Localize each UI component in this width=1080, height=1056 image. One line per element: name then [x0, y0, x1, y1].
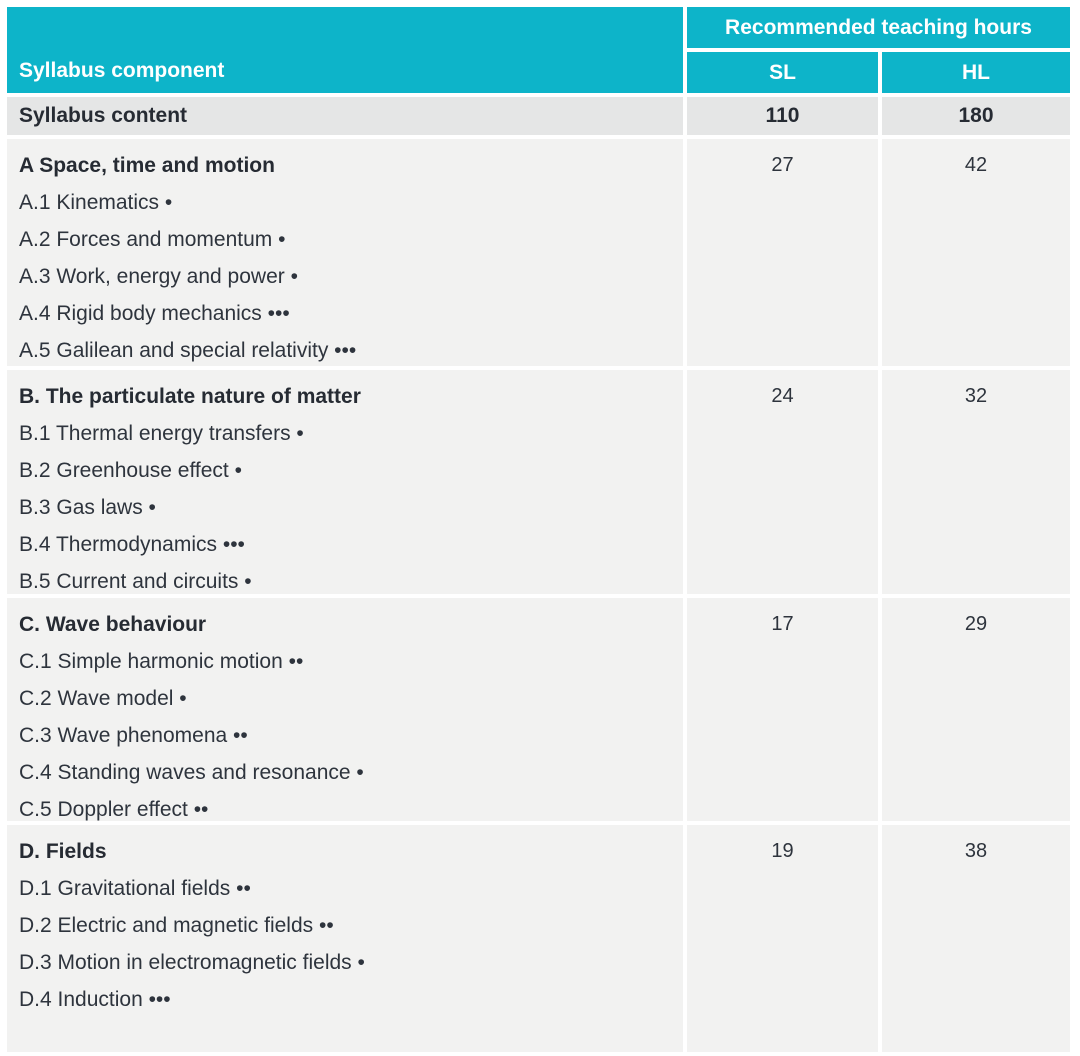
- section-row-a: A Space, time and motion A.1 Kinematics …: [7, 139, 1070, 366]
- header-level-row: SL HL: [687, 52, 1070, 93]
- section-item: C.1 Simple harmonic motion ••: [19, 650, 304, 673]
- section-title: C. Wave behaviour: [19, 613, 207, 636]
- section-item: A.5 Galilean and special relativity •••: [19, 339, 357, 362]
- totals-label: Syllabus content: [7, 97, 683, 135]
- section-item: A.4 Rigid body mechanics •••: [19, 302, 290, 325]
- section-b-hl-value: 32: [882, 370, 1070, 594]
- header-syllabus-component: Syllabus component: [7, 7, 683, 93]
- section-item: C.3 Wave phenomena ••: [19, 724, 248, 747]
- section-a-content: A Space, time and motion A.1 Kinematics …: [7, 139, 683, 366]
- section-item: D.2 Electric and magnetic fields ••: [19, 914, 334, 937]
- totals-sl-value: 110: [687, 97, 878, 135]
- section-title: D. Fields: [19, 840, 107, 863]
- totals-hl-value: 180: [882, 97, 1070, 135]
- section-item: B.2 Greenhouse effect •: [19, 459, 242, 482]
- section-item: C.2 Wave model •: [19, 687, 187, 710]
- section-item: B.3 Gas laws •: [19, 496, 156, 519]
- section-item: B.4 Thermodynamics •••: [19, 533, 245, 556]
- section-d-hl-value: 38: [882, 825, 1070, 1052]
- section-item: D.3 Motion in electromagnetic fields •: [19, 951, 365, 974]
- section-row-c: C. Wave behaviour C.1 Simple harmonic mo…: [7, 598, 1070, 821]
- section-a-sl-value: 27: [687, 139, 878, 366]
- totals-row: Syllabus content 110 180: [7, 97, 1070, 135]
- header-hours-block: Recommended teaching hours SL HL: [687, 7, 1070, 93]
- section-row-b: B. The particulate nature of matter B.1 …: [7, 370, 1070, 594]
- section-item: A.1 Kinematics •: [19, 191, 173, 214]
- section-c-hl-value: 29: [882, 598, 1070, 821]
- section-item: A.3 Work, energy and power •: [19, 265, 298, 288]
- section-item: D.4 Induction •••: [19, 988, 171, 1011]
- section-a-hl-value: 42: [882, 139, 1070, 366]
- section-d-sl-value: 19: [687, 825, 878, 1052]
- section-item: B.1 Thermal energy transfers •: [19, 422, 304, 445]
- header-hl: HL: [882, 52, 1070, 93]
- section-item: C.4 Standing waves and resonance •: [19, 761, 364, 784]
- syllabus-hours-table: Syllabus component Recommended teaching …: [7, 7, 1070, 1056]
- section-item: D.1 Gravitational fields ••: [19, 877, 251, 900]
- section-item: A.2 Forces and momentum •: [19, 228, 286, 251]
- header-recommended-teaching-hours: Recommended teaching hours: [687, 7, 1070, 48]
- section-c-sl-value: 17: [687, 598, 878, 821]
- section-row-d: D. Fields D.1 Gravitational fields •• D.…: [7, 825, 1070, 1052]
- section-b-content: B. The particulate nature of matter B.1 …: [7, 370, 683, 594]
- section-d-content: D. Fields D.1 Gravitational fields •• D.…: [7, 825, 683, 1052]
- section-title: A Space, time and motion: [19, 154, 275, 177]
- section-c-content: C. Wave behaviour C.1 Simple harmonic mo…: [7, 598, 683, 821]
- header-sl: SL: [687, 52, 878, 93]
- section-item: C.5 Doppler effect ••: [19, 798, 209, 821]
- section-b-sl-value: 24: [687, 370, 878, 594]
- section-title: B. The particulate nature of matter: [19, 385, 361, 408]
- section-item: B.5 Current and circuits •: [19, 570, 252, 593]
- table-header: Syllabus component Recommended teaching …: [7, 7, 1070, 93]
